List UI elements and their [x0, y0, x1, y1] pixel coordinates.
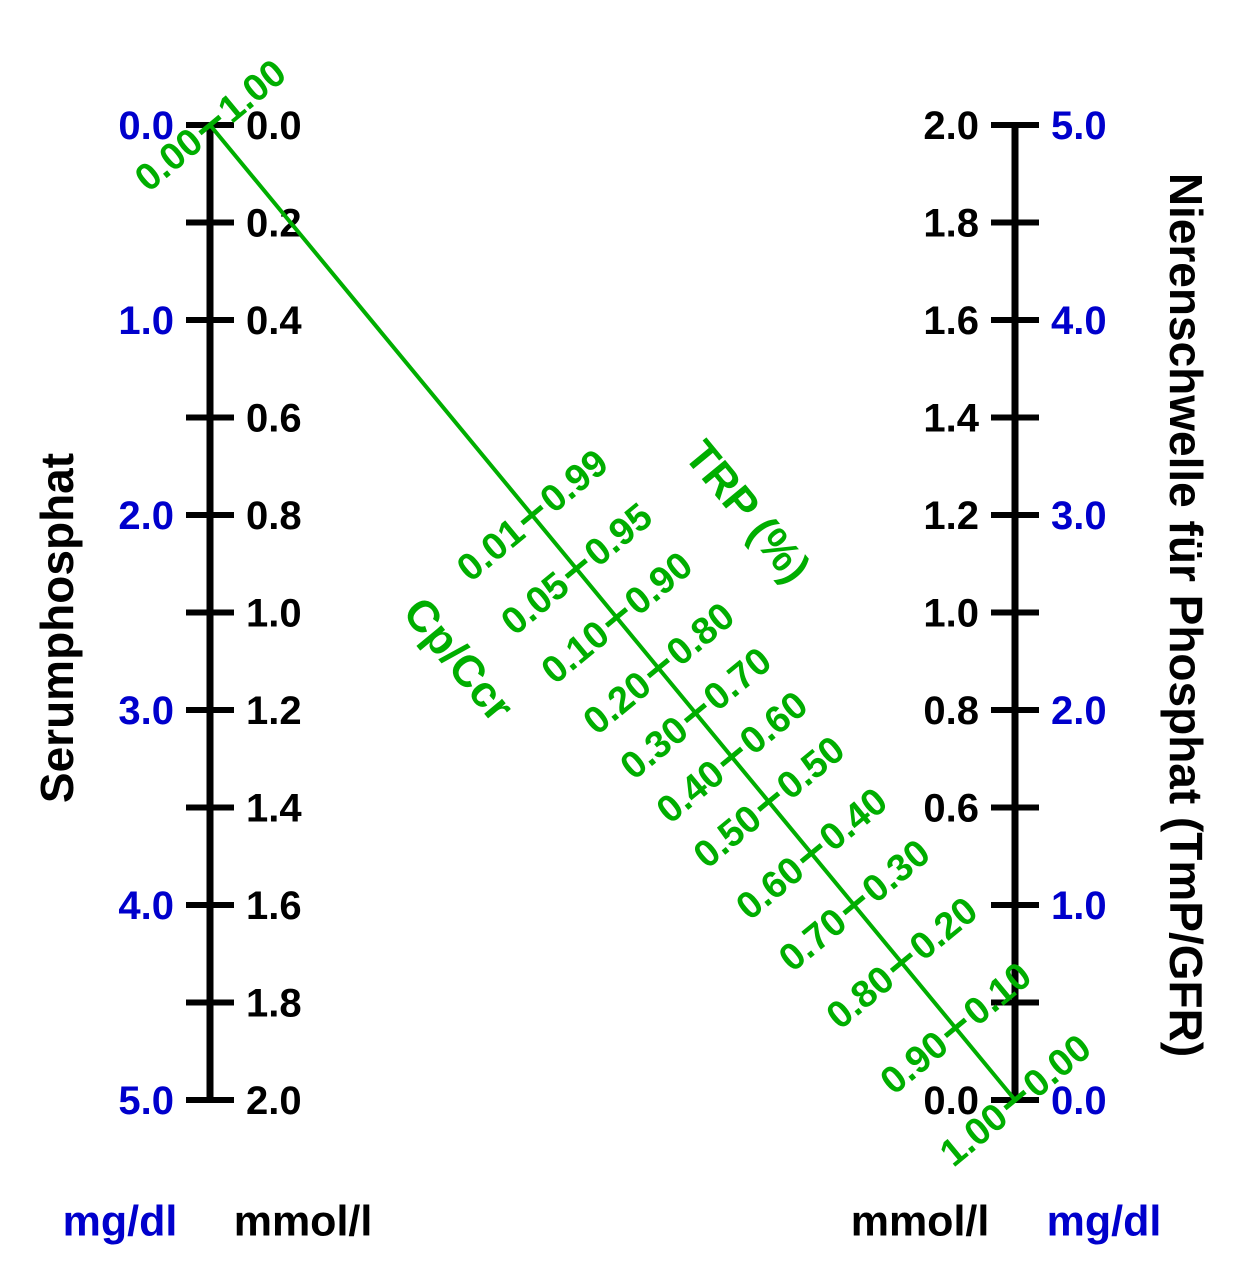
right-axis-mgdl-label: 0.0: [1051, 1079, 1107, 1123]
left-axis-unit-mgdl: mg/dl: [62, 1197, 178, 1246]
right-axis-mmoll-label: 1.2: [923, 494, 979, 538]
left-axis-mmoll-label: 2.0: [246, 1079, 302, 1123]
cp-trp-tick-mark: [564, 558, 588, 579]
left-axis-mgdl-label: 0.0: [118, 104, 174, 148]
left-axis-mmoll-label: 1.8: [246, 982, 302, 1026]
trp-value: 0.99: [533, 442, 617, 521]
cp-trp-tick-mark: [943, 1017, 968, 1039]
cp-trp-tick: 0.600.40: [729, 780, 896, 928]
cp-ccr-value: 0.01: [449, 511, 533, 590]
cp-trp-tick: 0.700.30: [771, 832, 938, 980]
right-axis-mgdl-label: 2.0: [1051, 689, 1107, 733]
trp-value: 0.40: [812, 780, 896, 859]
cp-ccr-value: 0.80: [819, 958, 903, 1037]
cp-trp-tick: 0.010.99: [449, 442, 616, 590]
cp-trp-tick-mark: [646, 657, 671, 679]
cp-trp-tick-mark: [198, 114, 222, 136]
right-axis-mmoll-label: 0.0: [923, 1079, 979, 1123]
right-axis-title: Nierenschwelle für Phosphat (TmP/GFR): [1160, 172, 1212, 1058]
left-axis-mgdl-label: 2.0: [118, 494, 174, 538]
cp-trp-tick-mark: [720, 746, 744, 768]
trp-value: 0.20: [902, 889, 986, 968]
left-axis-mgdl-label: 1.0: [118, 299, 174, 343]
left-axis-mgdl-label: 3.0: [118, 689, 174, 733]
right-axis-mmoll-label: 1.6: [923, 299, 979, 343]
trp-value: 0.90: [617, 544, 701, 623]
left-axis-title: Serumphosphat: [31, 452, 83, 804]
cp-ccr-value: 0.10: [534, 613, 618, 692]
cp-trp-tick-mark: [799, 843, 823, 864]
right-axis-mmoll-label: 1.0: [923, 592, 979, 636]
cp-ccr-value: 0.70: [771, 901, 855, 980]
cp-trp-tick-mark: [842, 894, 866, 916]
left-axis-mmoll-label: 1.0: [246, 592, 302, 636]
right-axis-mmoll-label: 1.8: [923, 202, 979, 246]
left-axis-mmoll-label: 0.0: [246, 104, 302, 148]
cp-trp-diagonal-line: [208, 123, 1017, 1102]
trp-value: 0.10: [956, 955, 1040, 1034]
left-axis-mgdl-label: 5.0: [118, 1079, 174, 1123]
right-axis-mgdl-label: 1.0: [1051, 884, 1107, 928]
right-axis-mmoll-label: 2.0: [923, 104, 979, 148]
right-axis-unit-mgdl: mg/dl: [1046, 1197, 1162, 1246]
cp-trp-tick-mark: [1003, 1089, 1027, 1111]
left-axis-mmoll-label: 1.6: [246, 884, 302, 928]
cp-ccr-value: 0.05: [494, 564, 578, 643]
right-axis-mmoll-label: 0.8: [923, 689, 979, 733]
right-axis-mmoll-label: 0.6: [923, 787, 979, 831]
cp-trp-tick: 0.100.90: [534, 544, 701, 692]
cp-trp-tick-mark: [520, 504, 544, 526]
cp-trp-tick: 0.050.95: [494, 496, 661, 644]
cp-trp-tick-mark: [889, 952, 914, 973]
left-axis-mmoll-label: 1.2: [246, 689, 302, 733]
trp-value: 0.95: [577, 496, 661, 575]
cp-trp-tick-mark: [604, 607, 629, 628]
cp-ccr-value: 0.60: [729, 849, 813, 928]
cp-trp-tick-mark: [757, 791, 781, 812]
left-axis-mmoll-label: 0.6: [246, 397, 302, 441]
left-axis-mmoll-label: 0.4: [246, 299, 302, 343]
trp-value: 0.30: [855, 832, 939, 911]
cp-trp-tick-mark: [683, 702, 708, 724]
right-axis-mgdl-label: 4.0: [1051, 299, 1107, 343]
left-axis-mgdl-label: 4.0: [118, 884, 174, 928]
right-axis-unit-mmoll: mmol/l: [850, 1197, 990, 1246]
right-axis-mgdl-label: 3.0: [1051, 494, 1107, 538]
right-axis-mmoll-label: 1.4: [923, 397, 979, 441]
left-axis-mmoll-label: 0.8: [246, 494, 302, 538]
right-axis-mgdl-label: 5.0: [1051, 104, 1107, 148]
left-axis-unit-mmoll: mmol/l: [233, 1197, 373, 1246]
left-axis-mmoll-label: 1.4: [246, 787, 302, 831]
